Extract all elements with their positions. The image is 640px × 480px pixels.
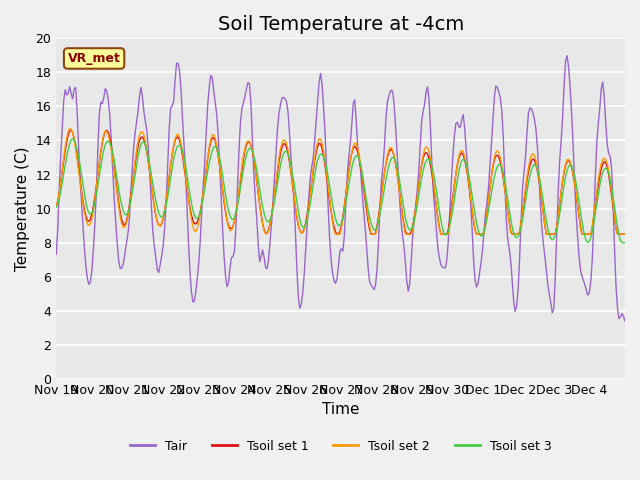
Tair: [621, 318, 629, 324]
Tair: [543, 267, 550, 273]
Tsoil set 3: [620, 240, 627, 246]
Tsoil set 1: [91, 194, 99, 200]
Tsoil set 1: [333, 231, 340, 237]
Tsoil set 1: [461, 156, 468, 162]
Tsoil set 2: [66, 126, 74, 132]
Tsoil set 2: [348, 150, 356, 156]
Tsoil set 2: [620, 231, 627, 237]
Tsoil set 3: [68, 136, 76, 142]
Tsoil set 2: [91, 197, 99, 203]
Line: Tsoil set 1: Tsoil set 1: [56, 130, 625, 234]
Tsoil set 2: [52, 203, 60, 209]
Tsoil set 1: [73, 153, 81, 158]
Tsoil set 1: [621, 231, 629, 237]
Tsoil set 3: [73, 146, 81, 152]
Tsoil set 3: [460, 156, 467, 162]
Tsoil set 2: [621, 231, 629, 237]
Tair: [345, 154, 353, 159]
Tsoil set 2: [332, 231, 339, 237]
Tsoil set 1: [545, 231, 553, 237]
Tsoil set 2: [73, 156, 81, 162]
Tsoil set 1: [620, 231, 627, 237]
Tair: [72, 84, 79, 90]
Tsoil set 1: [52, 203, 60, 209]
Tsoil set 3: [618, 240, 626, 246]
Y-axis label: Temperature (C): Temperature (C): [15, 146, 30, 271]
Tair: [458, 117, 465, 123]
Title: Soil Temperature at -4cm: Soil Temperature at -4cm: [218, 15, 464, 34]
Tsoil set 1: [67, 127, 75, 133]
Legend: Tair, Tsoil set 1, Tsoil set 2, Tsoil set 3: Tair, Tsoil set 1, Tsoil set 2, Tsoil se…: [125, 435, 557, 458]
Tair: [563, 53, 571, 59]
Tsoil set 3: [52, 204, 60, 210]
Tair: [618, 311, 626, 316]
Tsoil set 3: [91, 200, 99, 206]
Line: Tsoil set 2: Tsoil set 2: [56, 129, 625, 234]
Tair: [90, 246, 97, 252]
Tsoil set 1: [348, 150, 356, 156]
Tsoil set 3: [544, 226, 552, 231]
X-axis label: Time: Time: [322, 402, 360, 417]
Text: VR_met: VR_met: [68, 52, 120, 65]
Tsoil set 3: [346, 173, 354, 179]
Line: Tair: Tair: [56, 56, 625, 321]
Line: Tsoil set 3: Tsoil set 3: [56, 139, 625, 243]
Tsoil set 3: [621, 240, 629, 246]
Tsoil set 2: [545, 231, 553, 237]
Tsoil set 2: [461, 154, 468, 159]
Tair: [52, 251, 60, 257]
